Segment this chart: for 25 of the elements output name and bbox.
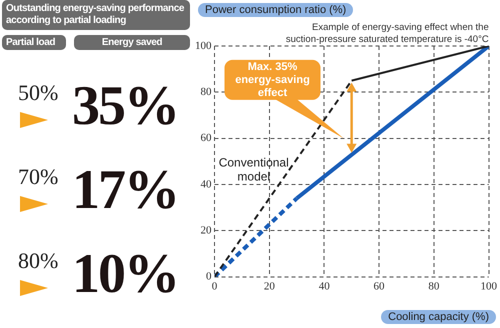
y-axis-title: Power consumption ratio (%): [198, 3, 354, 17]
text: Partial load: [2, 35, 66, 50]
series-label: Conventional model: [218, 155, 289, 184]
x-axis-title: Cooling capacity (%): [381, 310, 496, 324]
text: 35%: [72, 75, 178, 137]
category-label: 50%: [18, 80, 58, 106]
y-tick-label: 20: [200, 224, 212, 237]
y-tick-label: 100: [195, 40, 212, 52]
x-tick-label: 40: [318, 280, 330, 292]
x-tick-label: 80: [428, 280, 440, 292]
text: 17%: [72, 159, 178, 221]
y-tick-label: 80: [200, 86, 212, 98]
text: Outstanding energy-saving performance according to partial loading: [2, 0, 190, 30]
y-tick-label: 40: [200, 178, 212, 190]
x-tick-label: 100: [480, 280, 498, 292]
x-tick-label: 60: [374, 280, 386, 292]
y-tick-label: 60: [200, 132, 212, 144]
annotation: Max. 35% energy-saving effect: [235, 60, 310, 99]
category-label: 80%: [18, 248, 58, 274]
category-label: 70%: [18, 164, 58, 190]
x-tick-label: 20: [264, 280, 276, 292]
text: 10%: [72, 243, 178, 305]
y-tick-label: 0: [206, 270, 212, 283]
text: Example of energy-saving effect when the suction-pressure saturated temperature is -40°C: [286, 22, 489, 45]
text: Energy saved: [74, 35, 190, 50]
